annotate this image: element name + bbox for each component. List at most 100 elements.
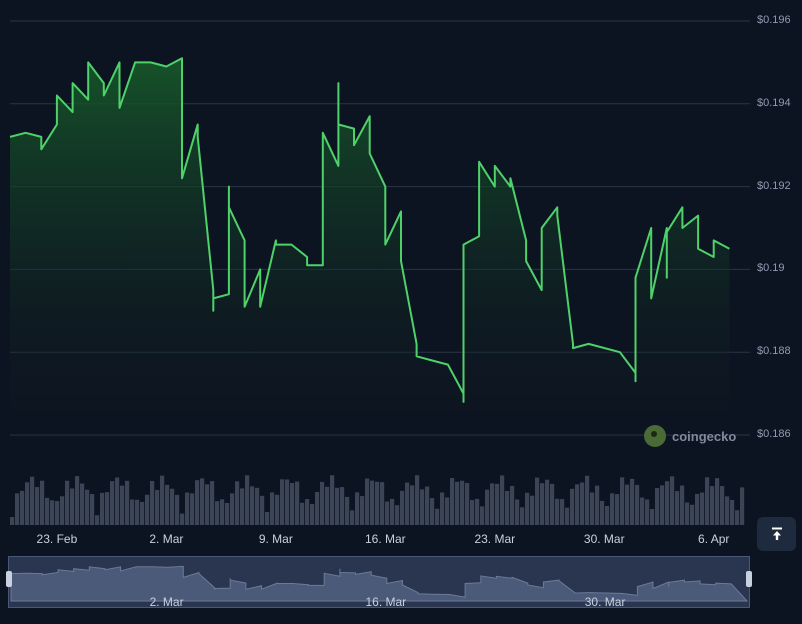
volume-bar [235,481,240,525]
volume-bar [270,492,275,525]
volume-bar [170,488,175,525]
volume-bar [60,496,65,525]
volume-bar [365,478,370,525]
volume-bar [500,475,505,525]
volume-bar [295,481,300,525]
volume-bar [345,496,350,525]
price-area [10,58,730,436]
volume-bar [715,478,720,525]
scroll-to-top-button[interactable] [757,517,796,551]
volume-bar [300,502,305,525]
volume-bar [120,485,125,525]
volume-bar [595,485,600,525]
y-tick-label: $0.194 [757,96,791,109]
volume-bar [340,487,345,525]
volume-bar [665,481,670,525]
x-tick-label: 23. Mar [474,532,516,546]
navigator-left-handle[interactable] [6,571,12,587]
volume-bar [395,505,400,525]
volume-bar [610,493,615,525]
volume-bar [130,499,135,525]
volume-bar [415,475,420,525]
volume-bar [115,477,120,525]
volume-bar [125,480,130,525]
volume-bar [400,490,405,525]
volume-bar [560,499,565,525]
volume-bars [10,475,745,525]
volume-bar [700,492,705,525]
volume-bar [605,506,610,525]
volume-bar [450,478,455,525]
volume-bar [215,501,220,525]
navigator-right-handle[interactable] [746,571,752,587]
volume-bar [65,480,70,525]
volume-bar [445,497,450,525]
volume-bar [255,487,260,525]
volume-bar [525,492,530,525]
watermark-text: coingecko [672,428,737,444]
volume-bar [140,501,145,525]
volume-bar [250,486,255,525]
volume-bar [410,485,415,525]
navigator-series [10,565,749,602]
volume-bar [420,489,425,525]
volume-bar [90,494,95,525]
volume-bar [530,495,535,525]
volume-bar [545,479,550,525]
volume-bar [330,475,335,525]
volume-bar [735,510,740,525]
y-tick-label: $0.196 [757,14,791,26]
volume-bar [695,493,700,525]
volume-bar [455,481,460,525]
volume-bar [305,499,310,525]
volume-bar [720,486,725,525]
volume-bar [15,493,20,525]
volume-bar [425,486,430,525]
volume-bar [690,504,695,525]
volume-bar [440,492,445,525]
volume-bar [175,494,180,525]
y-tick-label: $0.186 [757,428,791,440]
volume-bar [460,480,465,525]
volume-bar [245,475,250,525]
volume-bar [630,478,635,525]
coingecko-watermark: coingecko [644,425,736,447]
volume-bar [710,486,715,525]
range-navigator[interactable] [8,556,750,608]
volume-bar [280,479,285,525]
navigator-tick-label: 2. Mar [149,595,184,609]
volume-bar [360,496,365,525]
volume-bar [220,499,225,525]
navigator-tick-label: 30. Mar [584,595,626,609]
volume-bar [85,489,90,525]
y-tick-label: $0.192 [757,179,791,192]
navigator-area [10,565,749,602]
x-tick-label: 23. Feb [36,532,78,546]
navigator-tick-label: 16. Mar [365,595,407,609]
volume-bar [375,481,380,525]
volume-bar [740,487,745,525]
volume-bar [385,501,390,525]
volume-bar [685,502,690,525]
volume-bar [70,488,75,525]
y-tick-label: $0.19 [757,262,785,275]
volume-bar [50,500,55,525]
volume-bar [465,482,470,525]
volume-bar [105,492,110,525]
volume-bar [95,515,100,525]
volume-bar [350,510,355,525]
volume-bar [635,484,640,525]
volume-bar [10,517,15,525]
volume-bar [30,476,35,525]
volume-bar [230,493,235,525]
volume-bar [725,496,730,525]
volume-bar [145,494,150,525]
volume-bar [275,494,280,525]
volume-bar [645,499,650,525]
y-tick-label: $0.188 [757,345,791,358]
volume-bar [475,498,480,525]
volume-bar [100,492,105,525]
volume-bar [485,489,490,525]
volume-bar [160,475,165,525]
volume-bar [505,490,510,525]
